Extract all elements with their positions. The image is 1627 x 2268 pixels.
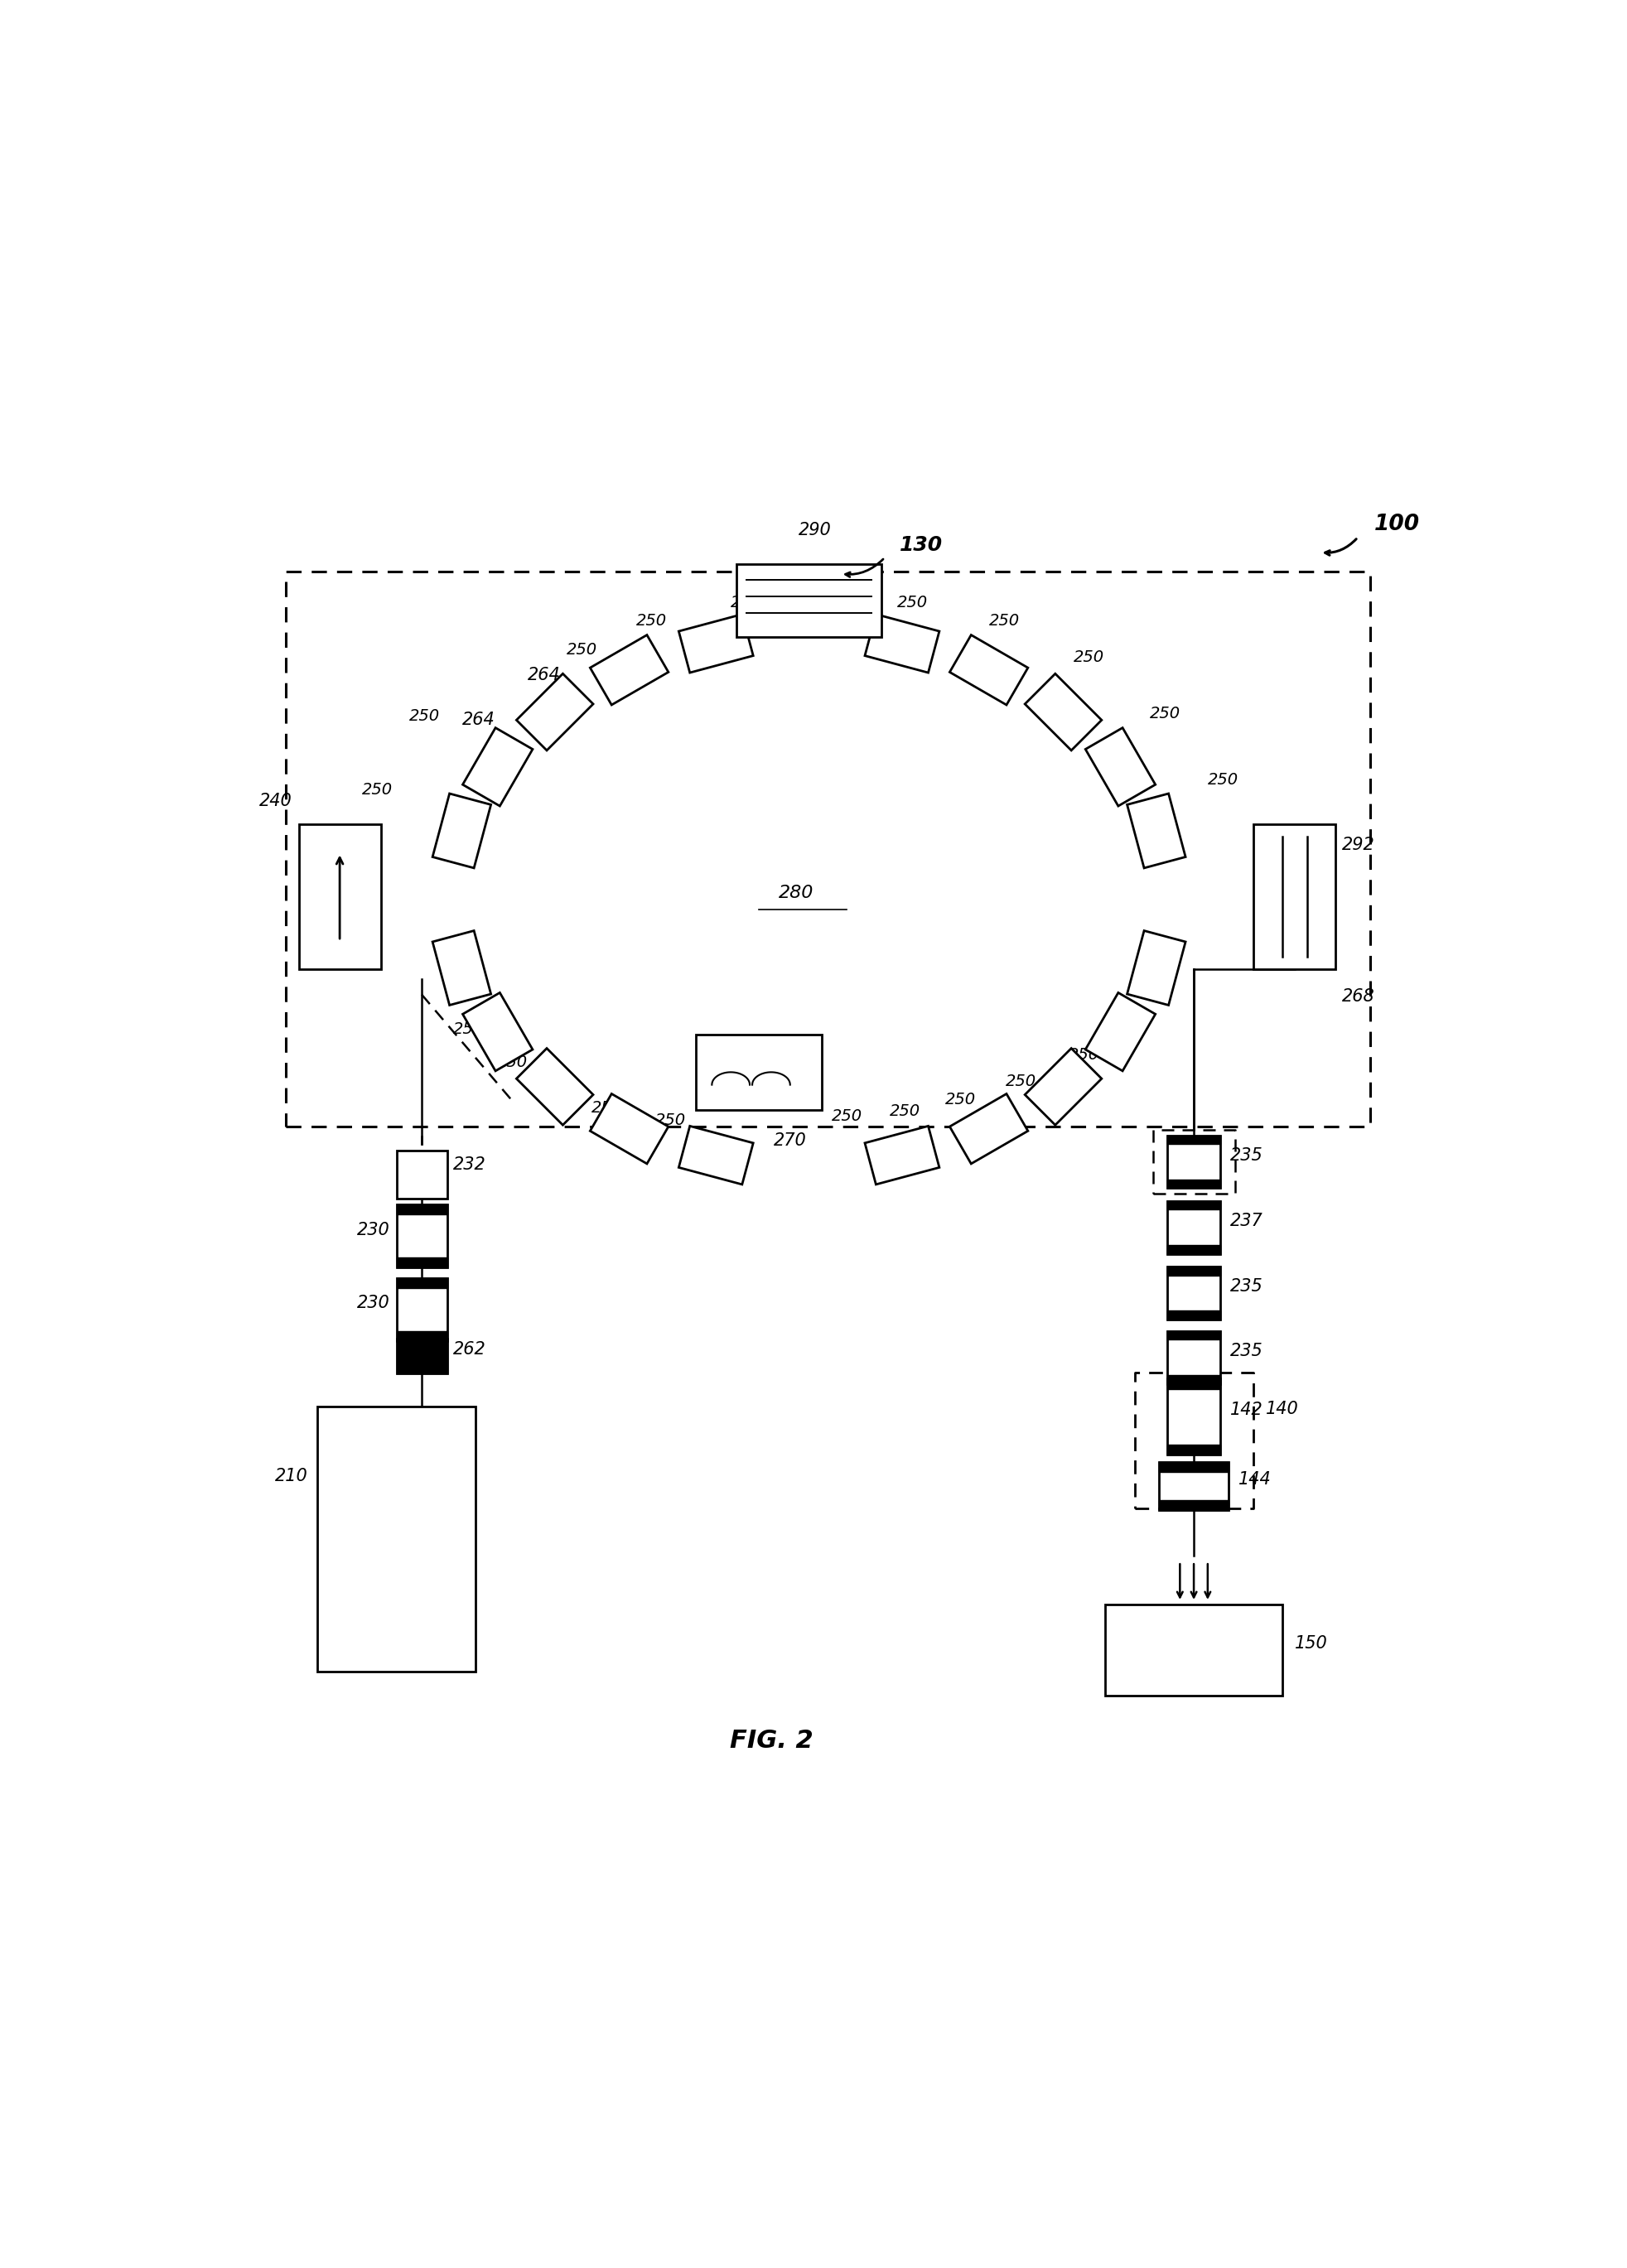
Bar <box>1167 1266 1220 1320</box>
Text: 250: 250 <box>654 1111 685 1127</box>
Text: 250: 250 <box>1207 771 1238 787</box>
Bar <box>1167 1379 1220 1388</box>
Bar <box>1105 1603 1282 1696</box>
Bar <box>678 1125 753 1184</box>
Text: 235: 235 <box>1230 1148 1263 1163</box>
Text: 280: 280 <box>778 885 814 900</box>
Bar <box>678 615 753 674</box>
Text: 235: 235 <box>1230 1343 1263 1359</box>
Bar <box>735 565 882 637</box>
Bar <box>516 1048 592 1125</box>
Bar <box>1025 674 1101 751</box>
Bar <box>462 728 532 805</box>
Bar <box>397 1277 447 1288</box>
Text: 240: 240 <box>259 792 293 810</box>
Text: 264: 264 <box>462 712 495 728</box>
Bar <box>397 1204 447 1268</box>
Text: 250: 250 <box>452 1021 483 1036</box>
Bar <box>949 635 1027 705</box>
Bar <box>462 993 532 1070</box>
Bar <box>397 1150 447 1198</box>
Bar <box>695 1034 822 1109</box>
Text: 250: 250 <box>496 1055 527 1070</box>
Text: 150: 150 <box>1293 1635 1328 1651</box>
Text: 230: 230 <box>356 1222 390 1238</box>
Bar <box>433 930 491 1005</box>
Bar <box>299 823 381 968</box>
Bar <box>1167 1200 1220 1209</box>
Bar <box>397 1338 447 1374</box>
Bar <box>1025 1048 1101 1125</box>
Text: 250: 250 <box>1005 1073 1036 1089</box>
Bar <box>397 1204 447 1216</box>
Bar <box>1126 930 1184 1005</box>
Text: 250: 250 <box>1149 705 1180 721</box>
Bar <box>1167 1136 1220 1143</box>
Bar <box>397 1259 447 1268</box>
Text: 250: 250 <box>1074 649 1103 665</box>
Text: 262: 262 <box>452 1340 486 1359</box>
Text: 268: 268 <box>1341 989 1375 1005</box>
Bar <box>1167 1379 1220 1454</box>
Text: 140: 140 <box>1266 1402 1298 1418</box>
Bar <box>591 1093 669 1163</box>
Bar <box>1253 823 1336 968</box>
Text: 250: 250 <box>896 594 927 610</box>
Bar <box>864 1125 939 1184</box>
Text: 230: 230 <box>356 1295 390 1311</box>
Text: 250: 250 <box>888 1105 919 1118</box>
Bar <box>1167 1311 1220 1320</box>
Text: 264: 264 <box>527 667 560 683</box>
Bar <box>1167 1445 1220 1454</box>
Text: 250: 250 <box>636 612 667 628</box>
Bar <box>397 1338 447 1374</box>
Text: 144: 144 <box>1238 1472 1271 1488</box>
Bar <box>1167 1331 1220 1383</box>
Text: 250: 250 <box>989 612 1020 628</box>
Bar <box>949 1093 1027 1163</box>
Text: 130: 130 <box>900 535 942 556</box>
Text: 250: 250 <box>363 782 392 798</box>
Text: 100: 100 <box>1373 513 1419 535</box>
Bar <box>1167 1200 1220 1254</box>
Text: 235: 235 <box>1230 1279 1263 1295</box>
Bar <box>1167 1331 1220 1340</box>
Text: 250: 250 <box>539 1082 569 1095</box>
Text: 250: 250 <box>592 1100 622 1116</box>
Bar <box>1158 1463 1228 1472</box>
Bar <box>1167 1136 1220 1188</box>
Text: 250: 250 <box>566 642 597 658</box>
Bar <box>1158 1463 1228 1510</box>
Text: 270: 270 <box>773 1132 805 1150</box>
Bar <box>864 615 939 674</box>
Bar <box>1085 993 1155 1070</box>
Text: 292: 292 <box>1341 837 1375 853</box>
Text: 250: 250 <box>831 1109 862 1125</box>
Text: 290: 290 <box>799 522 831 538</box>
Bar <box>433 794 491 869</box>
Text: 250: 250 <box>731 594 761 610</box>
Bar <box>516 674 592 751</box>
Text: FIG. 2: FIG. 2 <box>729 1728 812 1753</box>
Bar <box>1167 1374 1220 1383</box>
Bar <box>317 1406 475 1672</box>
Bar <box>1167 1179 1220 1188</box>
Bar <box>1167 1245 1220 1254</box>
Bar <box>397 1331 447 1340</box>
Text: 210: 210 <box>275 1467 308 1483</box>
Bar <box>1085 728 1155 805</box>
Text: 250: 250 <box>408 708 439 723</box>
Text: 250: 250 <box>1069 1046 1098 1061</box>
Bar <box>1167 1266 1220 1275</box>
Bar <box>1126 794 1184 869</box>
Bar <box>397 1277 447 1340</box>
Text: 232: 232 <box>452 1157 486 1173</box>
Text: 237: 237 <box>1230 1213 1263 1229</box>
Bar <box>591 635 669 705</box>
Bar <box>1158 1499 1228 1510</box>
Text: 250: 250 <box>945 1093 975 1107</box>
Text: 142: 142 <box>1230 1402 1263 1418</box>
